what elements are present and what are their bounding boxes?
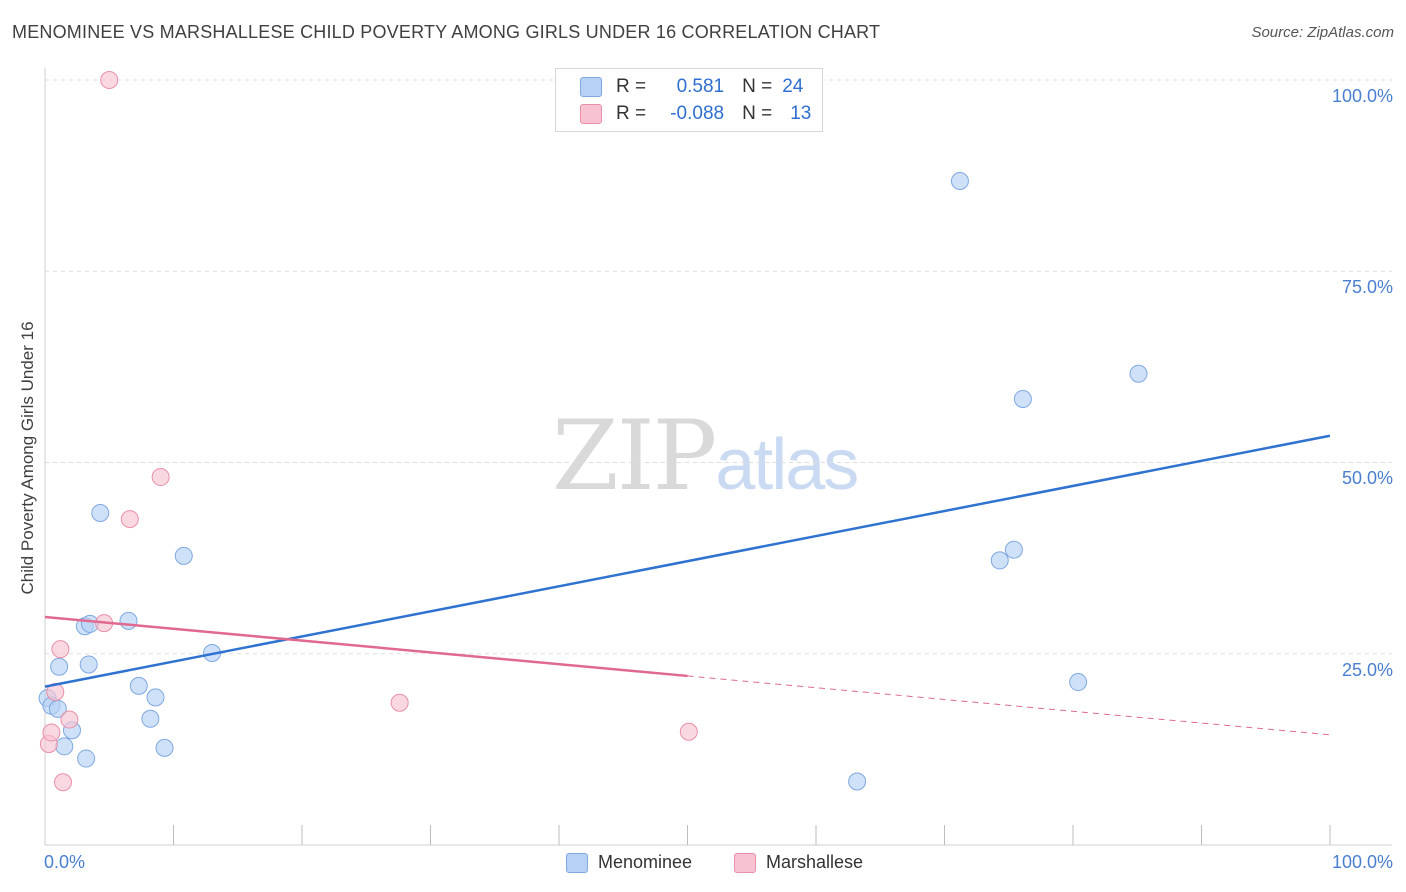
- y-axis-label: Child Poverty Among Girls Under 16: [18, 321, 37, 595]
- data-point-marshallese: [51, 640, 70, 659]
- data-point-menominee: [950, 171, 969, 190]
- legend-n-label: N =: [742, 103, 773, 124]
- watermark-zip: ZIP: [552, 400, 717, 512]
- legend-r-label: R =: [616, 76, 647, 97]
- bottom-legend-swatch-menominee: [566, 852, 588, 873]
- y-tick-label: 75.0%: [1341, 277, 1393, 297]
- bottom-legend-label: Menominee: [598, 852, 693, 872]
- data-point-marshallese: [151, 468, 170, 487]
- data-point-menominee: [1004, 540, 1023, 559]
- legend-r-value: -0.088: [670, 103, 725, 124]
- data-point-marshallese: [100, 71, 119, 89]
- source-label: Source: ZipAtlas.com: [1251, 24, 1394, 41]
- data-point-menominee: [174, 546, 193, 565]
- bottom-legend-swatch-marshallese: [734, 852, 756, 873]
- y-tick-label: 25.0%: [1341, 660, 1393, 680]
- data-point-menominee: [79, 655, 98, 674]
- data-point-marshallese: [53, 773, 72, 792]
- data-point-menominee: [155, 738, 174, 757]
- bottom-legend-label: Marshallese: [766, 852, 864, 872]
- legend-n-label: N =: [742, 76, 773, 97]
- data-point-menominee: [129, 676, 148, 695]
- y-tick-label: 50.0%: [1341, 468, 1393, 488]
- data-point-marshallese: [679, 722, 698, 741]
- legend-swatch-menominee: [580, 77, 602, 97]
- legend-r-value: 0.581: [676, 76, 725, 97]
- data-point-marshallese: [120, 510, 139, 529]
- bottom-legend-menominee: Menominee: [566, 852, 692, 873]
- data-point-menominee: [50, 657, 69, 676]
- trend-line-extension-marshallese: [687, 675, 1331, 736]
- legend-row-marshallese: R = -0.088 N = 13: [580, 102, 811, 126]
- x-tick-label: 0.0%: [44, 852, 86, 872]
- data-point-marshallese: [42, 723, 61, 742]
- trend-line-marshallese: [44, 615, 688, 678]
- watermark: ZIPatlas: [552, 400, 859, 512]
- data-point-menominee: [77, 749, 96, 768]
- data-point-menominee: [1069, 673, 1088, 692]
- data-point-menominee: [91, 503, 110, 522]
- legend-n-value: 13: [790, 103, 812, 124]
- x-tick-label: 100.0%: [1331, 852, 1393, 872]
- data-point-marshallese: [390, 693, 409, 712]
- data-point-menominee: [55, 737, 74, 756]
- data-point-menominee: [141, 709, 160, 728]
- data-point-menominee: [119, 611, 138, 630]
- chart-title: MENOMINEE VS MARSHALLESE CHILD POVERTY A…: [12, 22, 881, 42]
- data-point-menominee: [146, 688, 165, 707]
- legend-n-value: 24: [782, 76, 804, 97]
- data-point-menominee: [1013, 390, 1032, 409]
- correlation-legend: R = 0.581 N = 24 R = -0.088 N = 13: [555, 68, 823, 132]
- data-point-menominee: [848, 772, 867, 791]
- legend-r-label: R =: [616, 103, 647, 124]
- bottom-legend-marshallese: Marshallese: [734, 852, 863, 873]
- y-tick-label: 100.0%: [1331, 86, 1393, 106]
- watermark-atlas: atlas: [715, 425, 859, 505]
- trend-line-menominee: [44, 434, 1331, 688]
- data-point-marshallese: [60, 710, 79, 729]
- data-point-menominee: [990, 551, 1009, 570]
- data-point-menominee: [1129, 364, 1148, 383]
- legend-swatch-marshallese: [580, 104, 602, 124]
- legend-row-menominee: R = 0.581 N = 24: [580, 75, 803, 99]
